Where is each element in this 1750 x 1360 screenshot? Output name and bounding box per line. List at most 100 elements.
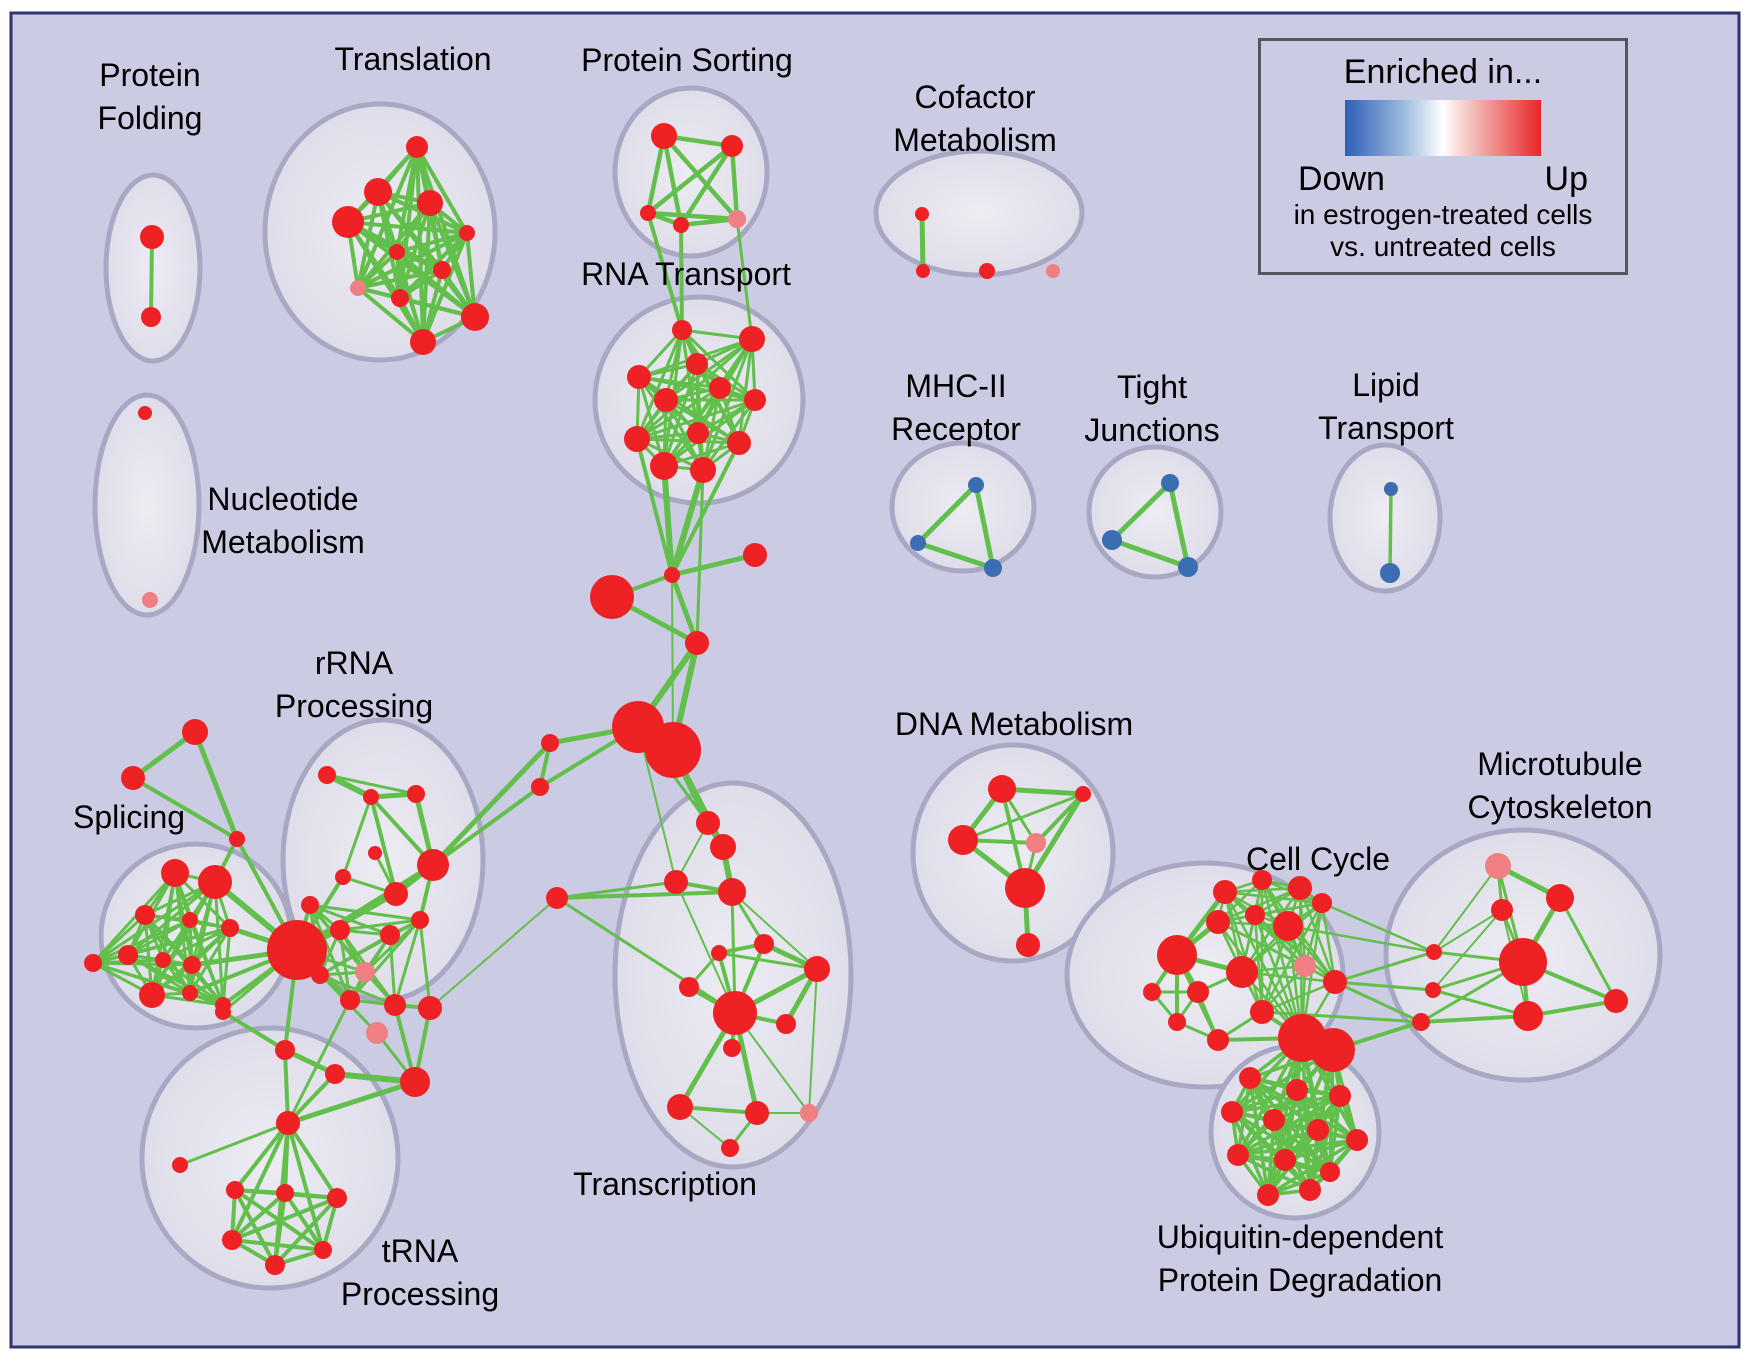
gene-set-node-rt10	[727, 431, 751, 455]
edge-tnh-mz4	[285, 1079, 418, 1126]
edge-tx8-tx13	[808, 968, 818, 1114]
gene-set-node-cf4	[1046, 264, 1060, 278]
gene-set-node-dm6	[1016, 933, 1040, 957]
edge-rt2-rt6	[664, 337, 754, 402]
edge-cy6-cy8	[1253, 901, 1324, 917]
gene-set-node-dm4	[1026, 833, 1046, 853]
edge-tnh-rr14	[286, 998, 352, 1125]
edge-cy4-cy5	[1216, 886, 1302, 924]
gene-set-node-tn5	[265, 1255, 285, 1275]
gene-set-node-rr14	[340, 990, 360, 1010]
edge-tn2-tn6	[283, 1191, 325, 1252]
gene-set-node-cy12	[1226, 956, 1258, 988]
cluster-label-microtubule-cytoskeleton: Microtubule Cytoskeleton	[1468, 746, 1653, 825]
edge-cc5a-tx3	[637, 726, 677, 883]
gene-set-node-nm2	[142, 592, 158, 608]
edge-rr11-rr14	[348, 918, 422, 1002]
edge-ub12-cyJ1	[1300, 1036, 1312, 1192]
gene-set-node-mt2	[1546, 884, 1574, 912]
gene-set-node-rr5	[384, 882, 408, 906]
legend-up-label: Up	[1544, 160, 1588, 198]
gene-set-node-mh2	[910, 535, 926, 551]
legend-scale: Down Up	[1298, 160, 1588, 199]
gene-set-node-tr4	[332, 206, 364, 238]
edge-dm2-dm3	[961, 792, 1085, 842]
edge-cc6-rr4	[430, 740, 553, 868]
edge-rr2-rr5	[369, 795, 398, 896]
gene-set-node-cc6	[541, 734, 559, 752]
edge-cn2-mt5	[1431, 988, 1530, 1018]
edge-tx4-tx8	[731, 891, 818, 970]
gene-set-node-cf2	[916, 264, 930, 278]
gene-set-node-rt9	[687, 422, 709, 444]
gene-set-node-cy6	[1245, 905, 1265, 925]
edge-rr2-rr6	[341, 795, 373, 879]
edge-tr1-tr5	[415, 145, 469, 235]
edge-rr13-rr15	[318, 973, 397, 1007]
gene-set-node-tx2	[710, 834, 736, 860]
gene-set-node-rr8	[301, 896, 319, 914]
edge-sp2-sp11	[188, 880, 217, 995]
gene-set-node-mt6	[1604, 989, 1628, 1013]
edge-pf1-pf2	[149, 235, 154, 319]
edge-ps1-ps4	[661, 133, 684, 228]
edge-cc1-cc5b	[671, 574, 674, 751]
gene-set-node-ub3	[1329, 1085, 1351, 1107]
gene-set-node-cn3	[1412, 1013, 1430, 1031]
edge-sp5-sp7	[161, 926, 232, 962]
gene-set-node-ps1	[651, 123, 677, 149]
edge-mz6-rr11	[418, 918, 432, 1010]
gene-set-node-sp8	[183, 956, 201, 974]
edge-cy13-cn2	[1333, 980, 1435, 992]
gene-set-node-pf2	[141, 307, 161, 327]
edge-ub2-ub4	[1230, 1088, 1299, 1114]
edge-tn3-tnh	[286, 1121, 339, 1200]
gene-set-node-tj1	[1161, 474, 1179, 492]
gene-set-node-sp9	[84, 954, 102, 972]
gene-set-node-ub2	[1286, 1079, 1308, 1101]
gene-set-node-cy11	[1187, 981, 1209, 1003]
edge-cn3-mt5	[1419, 1014, 1530, 1024]
edge-cc7-rr4	[431, 785, 542, 867]
edge-tn2-tn4	[230, 1191, 287, 1242]
edge-rt8-cc1	[635, 437, 674, 577]
gene-set-node-dm1	[988, 775, 1016, 803]
edge-rt4-rt12	[637, 375, 705, 472]
gene-set-node-tr3	[417, 190, 443, 216]
gene-set-node-ub11	[1257, 1184, 1279, 1206]
edge-cy6-cy13	[1253, 913, 1337, 984]
gene-set-node-tr1	[406, 136, 428, 158]
legend-title: Enriched in...	[1343, 53, 1543, 91]
cluster-label-trna-processing: tRNA Processing	[341, 1233, 499, 1312]
gene-set-node-tx8	[804, 956, 830, 982]
gene-set-node-tn4	[222, 1230, 242, 1250]
edge-tj1-tj3	[1167, 480, 1191, 570]
edge-tnh-tni	[178, 1121, 290, 1167]
gene-set-node-lt1	[1384, 482, 1398, 496]
gene-set-node-tg2	[121, 766, 145, 790]
gene-set-node-cc1	[664, 567, 680, 583]
gene-set-node-tx3	[664, 870, 688, 894]
edge-tn3-tn4	[230, 1196, 339, 1242]
gene-set-node-rr10	[380, 925, 400, 945]
edge-cy16-cn3	[1260, 1010, 1423, 1024]
gene-set-node-ub5	[1263, 1109, 1285, 1131]
gene-set-node-tj2	[1102, 530, 1122, 550]
edge-cn1-mt3	[1433, 909, 1503, 953]
cluster-label-rrna-processing: rRNA Processing	[275, 645, 433, 724]
gene-set-node-ub7	[1346, 1129, 1368, 1151]
gene-set-node-cc7	[531, 778, 549, 796]
gene-set-node-cy5	[1206, 910, 1230, 934]
edge-ccL-tx3	[555, 880, 678, 900]
edge-tr4-tr5	[346, 220, 469, 235]
gene-set-node-sp3	[135, 905, 155, 925]
gene-set-node-sp6	[118, 945, 138, 965]
gene-set-node-sp2	[198, 865, 232, 899]
gene-set-node-rt12	[690, 457, 716, 483]
edge-rr9-rr11	[338, 918, 422, 932]
edge-tn4-tnh	[230, 1121, 290, 1242]
edge-mh2-mh3	[915, 540, 996, 571]
gene-set-node-rt8	[624, 426, 650, 452]
gene-set-node-dm2	[1075, 786, 1091, 802]
edge-tr5-tr6	[395, 231, 469, 254]
